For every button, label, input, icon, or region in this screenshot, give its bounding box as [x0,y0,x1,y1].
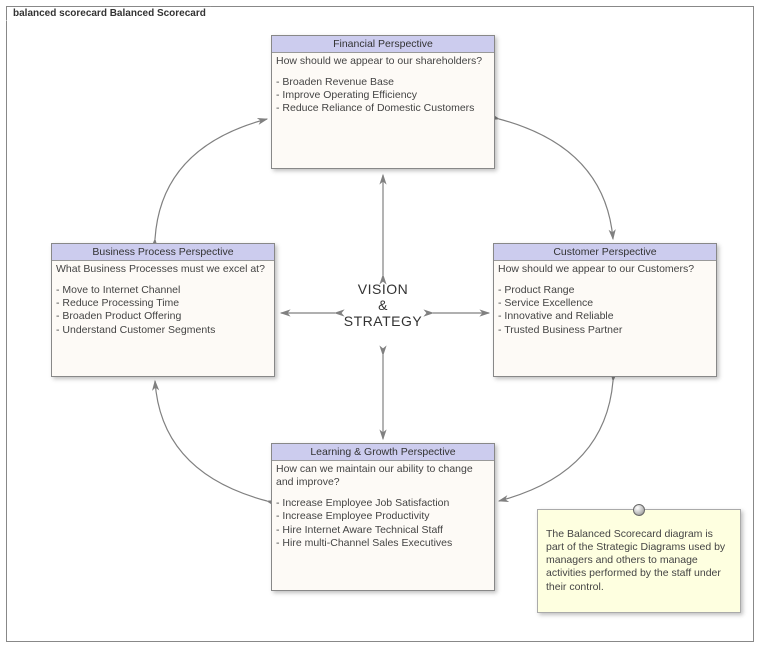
list-item: Broaden Revenue Base [276,76,490,89]
card-financial-title: Financial Perspective [272,36,494,53]
note-box: The Balanced Scorecard diagram is part o… [537,509,741,613]
list-item: Innovative and Reliable [498,310,712,323]
list-item: Increase Employee Job Satisfaction [276,497,490,510]
card-customer-question: How should we appear to our Customers? [498,263,712,276]
list-item: Increase Employee Productivity [276,510,490,523]
center-label: VISION & STRATEGY [339,281,427,329]
card-financial-body: How should we appear to our shareholders… [272,53,494,120]
frame-title-tab: balanced scorecard Balanced Scorecard [6,6,218,21]
list-item: Product Range [498,284,712,297]
card-learning-body: How can we maintain our ability to chang… [272,461,494,554]
list-item: Hire multi-Channel Sales Executives [276,537,490,550]
card-process-items: Move to Internet ChannelReduce Processin… [56,284,270,337]
note-text: The Balanced Scorecard diagram is part o… [546,528,725,593]
list-item: Move to Internet Channel [56,284,270,297]
pin-icon [633,504,645,516]
card-learning-question: How can we maintain our ability to chang… [276,463,490,489]
center-line2: & [339,297,427,313]
list-item: Reduce Processing Time [56,297,270,310]
list-item: Trusted Business Partner [498,324,712,337]
center-line1: VISION [339,281,427,297]
card-learning-title: Learning & Growth Perspective [272,444,494,461]
card-process-title: Business Process Perspective [52,244,274,261]
card-process-question: What Business Processes must we excel at… [56,263,270,276]
card-process: Business Process Perspective What Busine… [51,243,275,377]
list-item: Hire Internet Aware Technical Staff [276,524,490,537]
list-item: Reduce Reliance of Domestic Customers [276,102,490,115]
card-customer: Customer Perspective How should we appea… [493,243,717,377]
card-customer-title: Customer Perspective [494,244,716,261]
card-process-body: What Business Processes must we excel at… [52,261,274,341]
card-learning-items: Increase Employee Job SatisfactionIncrea… [276,497,490,550]
frame-title: balanced scorecard Balanced Scorecard [13,8,206,19]
card-customer-body: How should we appear to our Customers? P… [494,261,716,341]
list-item: Understand Customer Segments [56,324,270,337]
list-item: Service Excellence [498,297,712,310]
list-item: Improve Operating Efficiency [276,89,490,102]
card-customer-items: Product RangeService ExcellenceInnovativ… [498,284,712,337]
card-financial-items: Broaden Revenue BaseImprove Operating Ef… [276,76,490,115]
card-learning: Learning & Growth Perspective How can we… [271,443,495,591]
diagram-frame: balanced scorecard Balanced Scorecard [6,6,754,642]
center-line3: STRATEGY [339,313,427,329]
card-financial-question: How should we appear to our shareholders… [276,55,490,68]
list-item: Broaden Product Offering [56,310,270,323]
card-financial: Financial Perspective How should we appe… [271,35,495,169]
